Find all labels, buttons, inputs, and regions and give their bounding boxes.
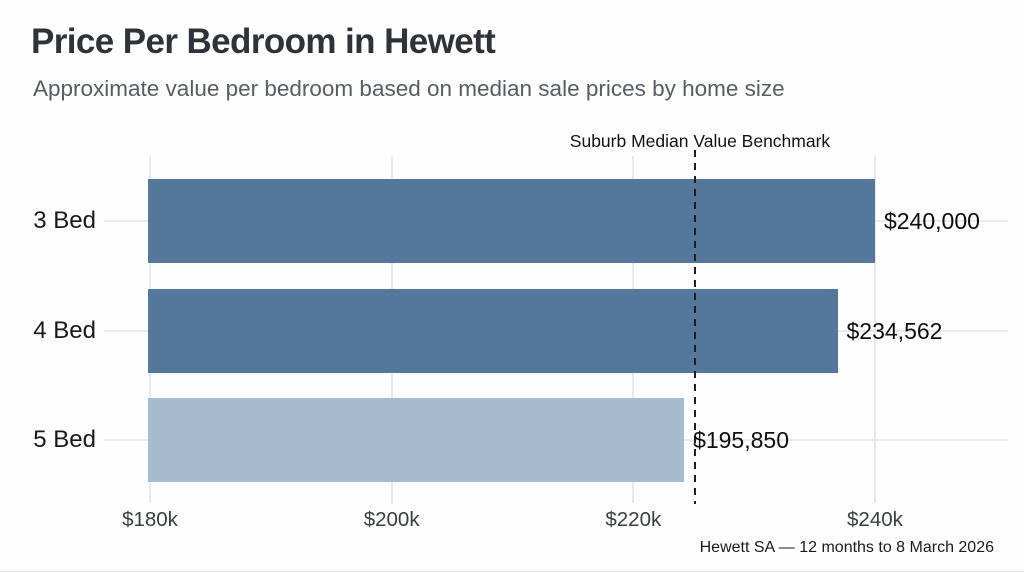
chart-subtitle: Approximate value per bedroom based on m…	[33, 76, 785, 101]
value-label: $234,562	[846, 318, 943, 344]
x-axis-tick-label: $200k	[363, 508, 420, 531]
value-label: $240,000	[883, 208, 980, 234]
category-label: 5 Bed	[33, 426, 96, 453]
bar-5-bed	[148, 398, 685, 482]
x-axis-tick-label: $180k	[122, 508, 178, 531]
x-axis-tick-label: $240k	[847, 508, 903, 531]
bar-4-bed	[148, 289, 838, 373]
value-label: $195,850	[693, 427, 789, 453]
chart-title: Price Per Bedroom in Hewett	[31, 22, 496, 61]
source-attribution: Hewett SA — 12 months to 8 March 2026	[699, 539, 994, 556]
bar-3-bed	[148, 179, 875, 263]
benchmark-label: Suburb Median Value Benchmark	[569, 131, 831, 151]
benchmark-line	[693, 150, 696, 504]
category-label: 3 Bed	[33, 207, 96, 234]
x-axis-tick-label: $220k	[605, 508, 662, 531]
category-label: 4 Bed	[33, 317, 96, 344]
vertical-gridline	[873, 156, 876, 503]
